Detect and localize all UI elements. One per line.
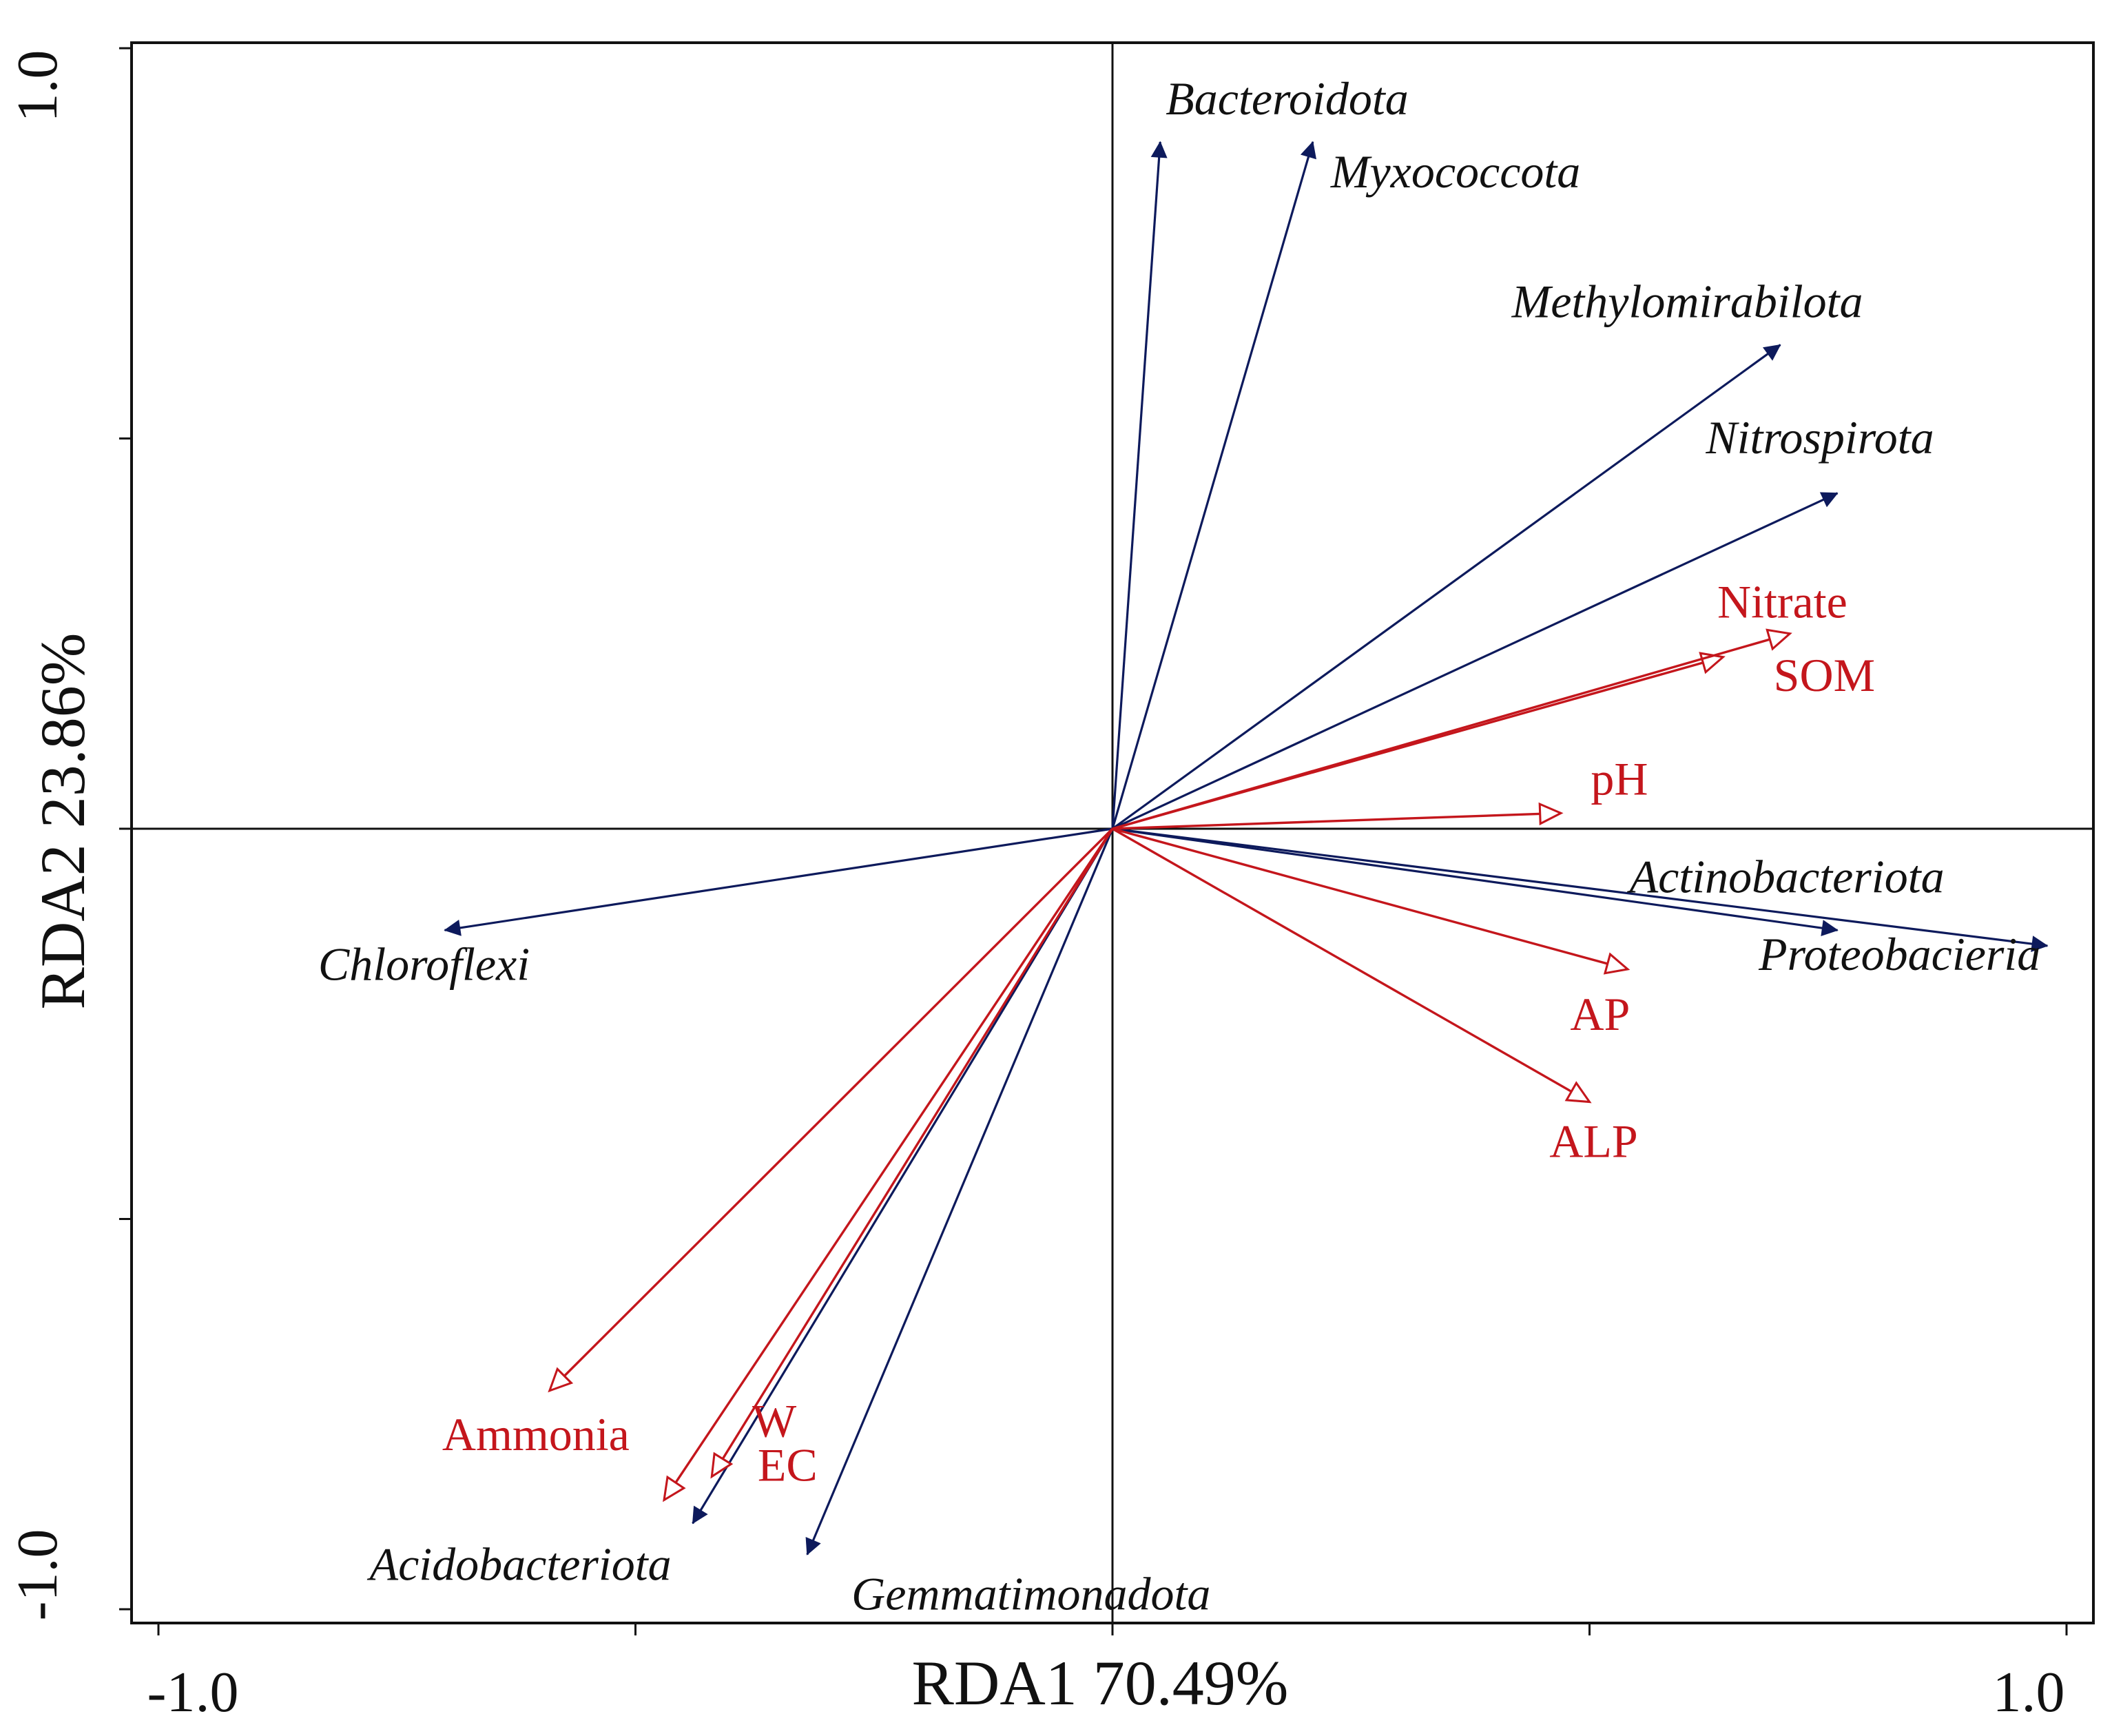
species-arrow-chloroflexi bbox=[444, 827, 1113, 936]
species-label-actinobacteriota: Actinobacteriota bbox=[1627, 850, 1945, 902]
y-tick-label-max: 1.0 bbox=[6, 50, 70, 123]
env-label-nitrate: Nitrate bbox=[1717, 576, 1847, 628]
environment-arrows bbox=[548, 628, 1792, 1502]
species-label-myxococcota: Myxococcota bbox=[1330, 145, 1580, 198]
species-arrow-myxococcota bbox=[1111, 141, 1316, 829]
x-tick-label-min: -1.0 bbox=[147, 1660, 239, 1724]
env-arrow-ph bbox=[1112, 802, 1564, 830]
env-label-ph: pH bbox=[1591, 752, 1648, 805]
axis-ticks bbox=[119, 47, 2068, 1635]
species-arrow-bacteroidota bbox=[1111, 141, 1168, 829]
x-axis-title: RDA1 70.49% bbox=[912, 1648, 1289, 1718]
env-arrow-ec bbox=[710, 828, 1114, 1479]
env-arrow-som bbox=[1112, 628, 1792, 830]
species-arrow-acidobacteriota bbox=[692, 828, 1114, 1525]
env-arrow-w bbox=[663, 828, 1114, 1502]
species-arrows bbox=[444, 141, 2049, 1556]
species-label-proteobacieria: Proteobacieria bbox=[1758, 928, 2040, 980]
species-label-nitrospirota: Nitrospirota bbox=[1705, 411, 1934, 464]
env-arrow-ammonia bbox=[548, 827, 1114, 1393]
species-label-acidobacteriota: Acidobacteriota bbox=[367, 1538, 672, 1590]
species-arrow-gemmatimonadota bbox=[805, 828, 1114, 1556]
species-label-chloroflexi: Chloroflexi bbox=[318, 938, 530, 990]
env-label-alp: ALP bbox=[1549, 1115, 1637, 1168]
species-arrow-proteobacieria bbox=[1112, 827, 2049, 953]
x-tick-label-max: 1.0 bbox=[1993, 1660, 2065, 1724]
env-label-w: W bbox=[752, 1394, 797, 1447]
env-arrow-ap bbox=[1112, 827, 1630, 975]
y-axis-title: RDA2 23.86% bbox=[28, 633, 98, 1010]
arrow-labels: Bacteroidota Myxococcota Methylomirabilota… bbox=[318, 72, 2040, 1620]
species-arrow-nitrospirota bbox=[1112, 492, 1839, 830]
species-label-gemmatimonadota: Gemmatimonadota bbox=[851, 1568, 1210, 1620]
env-arrow-alp bbox=[1112, 827, 1592, 1104]
species-arrow-methylomirabilota bbox=[1112, 344, 1781, 830]
species-label-methylomirabilota: Methylomirabilota bbox=[1511, 276, 1863, 328]
species-label-bacteroidota: Bacteroidota bbox=[1166, 72, 1409, 125]
env-label-ammonia: Ammonia bbox=[442, 1408, 630, 1460]
env-label-som: SOM bbox=[1774, 649, 1875, 701]
env-label-ec: EC bbox=[758, 1438, 818, 1491]
y-tick-label-min: -1.0 bbox=[6, 1529, 70, 1621]
species-arrow-actinobacteriota bbox=[1112, 827, 1839, 937]
env-label-ap: AP bbox=[1570, 988, 1630, 1040]
